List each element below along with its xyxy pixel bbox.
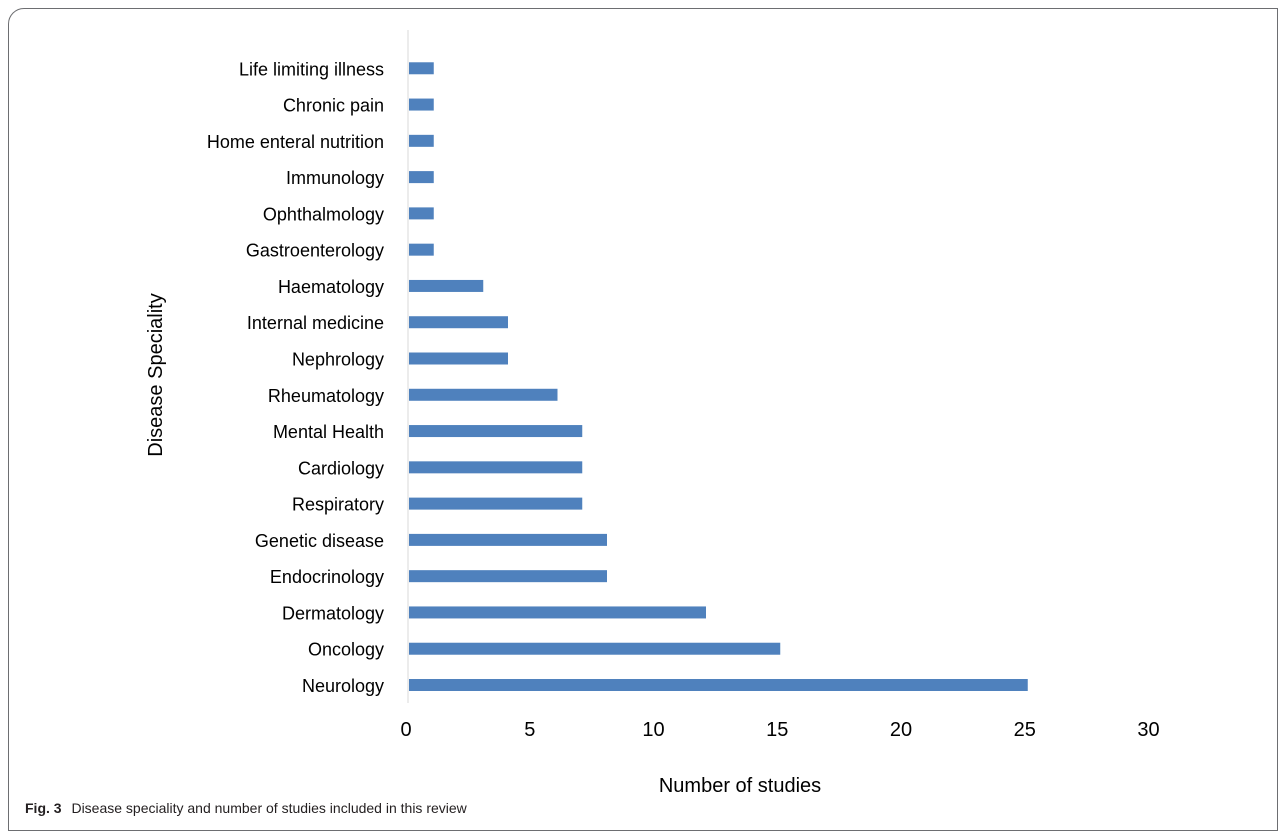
- caption-label: Fig. 3: [25, 800, 62, 816]
- category-label: Respiratory: [292, 495, 384, 515]
- category-label: Neurology: [302, 676, 384, 696]
- x-axis-label: Number of studies: [659, 775, 821, 797]
- bar-mental-health: [409, 425, 583, 438]
- bar-genetic-disease: [409, 533, 607, 546]
- x-tick-label: 20: [890, 719, 912, 741]
- x-tick-labels: 0 5 10 15 20 25 30: [400, 719, 1159, 741]
- bar-neurology: [409, 679, 1028, 691]
- category-label: Home enteral nutrition: [207, 132, 384, 152]
- category-label: Endocrinology: [270, 567, 384, 587]
- x-tick-label: 30: [1137, 719, 1159, 741]
- bar-internal-medicine: [409, 316, 508, 329]
- figure-caption: Fig. 3 Disease speciality and number of …: [25, 800, 467, 816]
- category-label: Chronic pain: [283, 96, 384, 116]
- category-label: Genetic disease: [255, 531, 384, 551]
- bar-chronic-pain: [409, 98, 434, 111]
- category-label: Mental Health: [273, 422, 384, 442]
- category-label: Haematology: [278, 277, 384, 297]
- caption-text: Disease speciality and number of studies…: [71, 800, 467, 816]
- bar-ophthalmology: [409, 207, 434, 220]
- bar-nephrology: [409, 352, 508, 365]
- bar-gastroenterology: [409, 243, 434, 256]
- category-label: Nephrology: [292, 350, 384, 370]
- category-label: Life limiting illness: [239, 59, 384, 79]
- bar-dermatology: [409, 606, 706, 619]
- bar-oncology: [409, 642, 781, 655]
- category-label: Immunology: [286, 168, 384, 188]
- y-axis-label: Disease Speciality: [145, 293, 167, 456]
- bar-life-limiting-illness: [409, 62, 434, 75]
- figure-frame: [8, 8, 1278, 831]
- bar-endocrinology: [409, 570, 607, 583]
- category-label: Oncology: [308, 640, 384, 660]
- x-tick-label: 25: [1014, 719, 1036, 741]
- category-label: Internal medicine: [247, 313, 384, 333]
- x-tick-label: 15: [766, 719, 788, 741]
- x-tick-label: 10: [642, 719, 664, 741]
- bar-respiratory: [409, 497, 583, 510]
- category-labels: Neurology Oncology Dermatology Endocrinolog…: [207, 59, 384, 696]
- category-label: Dermatology: [282, 603, 384, 623]
- category-label: Ophthalmology: [263, 204, 384, 224]
- bar-haematology: [409, 279, 484, 292]
- category-label: Rheumatology: [268, 386, 384, 406]
- x-tick-label: 0: [400, 719, 411, 741]
- bar-immunology: [409, 171, 434, 184]
- x-tick-label: 5: [524, 719, 535, 741]
- bar-cardiology: [409, 461, 583, 474]
- bar-rheumatology: [409, 388, 558, 401]
- category-label: Cardiology: [298, 458, 384, 478]
- category-label: Gastroenterology: [246, 241, 384, 261]
- bar-home-enteral-nutrition: [409, 134, 434, 147]
- bars-group: [409, 62, 1028, 691]
